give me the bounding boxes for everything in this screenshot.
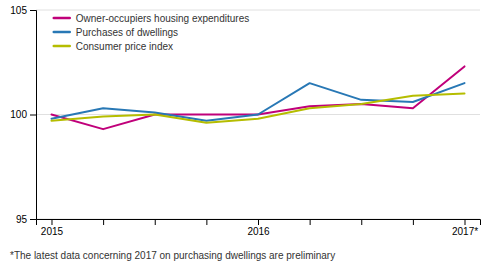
x-tick-mark [310,219,311,225]
y-tick-mark [30,10,36,11]
series-line [51,83,464,121]
x-tick-mark [155,219,156,225]
x-tick: 2017* [452,219,478,237]
x-tick [206,219,207,225]
x-tick [103,219,104,225]
x-tick-mark [413,219,414,225]
y-axis-line [30,11,37,220]
x-tick: 2016 [247,219,270,237]
legend: Owner-occupiers housing expenditures Purc… [54,13,249,52]
footnote: *The latest data concerning 2017 on purc… [10,250,335,261]
x-tick-label: 2017* [452,226,478,237]
x-axis-line [37,220,481,226]
series-line [51,66,464,129]
legend-label: Purchases of dwellings [76,27,178,38]
x-tick: 2015 [41,219,64,237]
x-tick [155,219,156,225]
legend-swatch [54,31,70,34]
x-tick [310,219,311,225]
y-tick: 100 [10,109,36,120]
legend-swatch [54,17,70,20]
series-line [51,94,464,123]
x-tick-label: 2016 [247,226,270,237]
y-tick: 105 [10,5,36,16]
legend-swatch [54,45,70,48]
lines [51,66,464,129]
legend-label: Owner-occupiers housing expenditures [76,13,249,24]
x-tick-mark [103,219,104,225]
y-tick-mark [30,219,36,220]
x-tick-mark [465,219,466,225]
x-tick [413,219,414,225]
chart: 95 100 105 2015 2016 2017* Owner-occupiers hou… [0,0,494,265]
x-tick-mark [206,219,207,225]
legend-item: Purchases of dwellings [54,27,178,38]
x-tick-mark [361,219,362,225]
grid-line [36,10,480,11]
y-tick-label: 105 [10,5,27,16]
y-tick-label: 95 [16,214,28,225]
y-axis: 95 100 105 [10,5,36,225]
x-tick-mark [258,219,259,225]
x-tick-label: 2015 [41,226,64,237]
legend-item: Consumer price index [54,41,173,52]
x-tick-mark [51,219,52,225]
x-tick [361,219,362,225]
legend-item: Owner-occupiers housing expenditures [54,13,249,24]
y-tick-mark [30,115,36,116]
y-tick-label: 100 [10,109,27,120]
x-axis: 2015 2016 2017* [37,219,481,237]
y-tick: 95 [16,214,36,225]
grid [36,10,480,219]
plot: 95 100 105 2015 2016 2017* Owner-occupiers hou… [10,5,480,237]
legend-label: Consumer price index [76,41,173,52]
